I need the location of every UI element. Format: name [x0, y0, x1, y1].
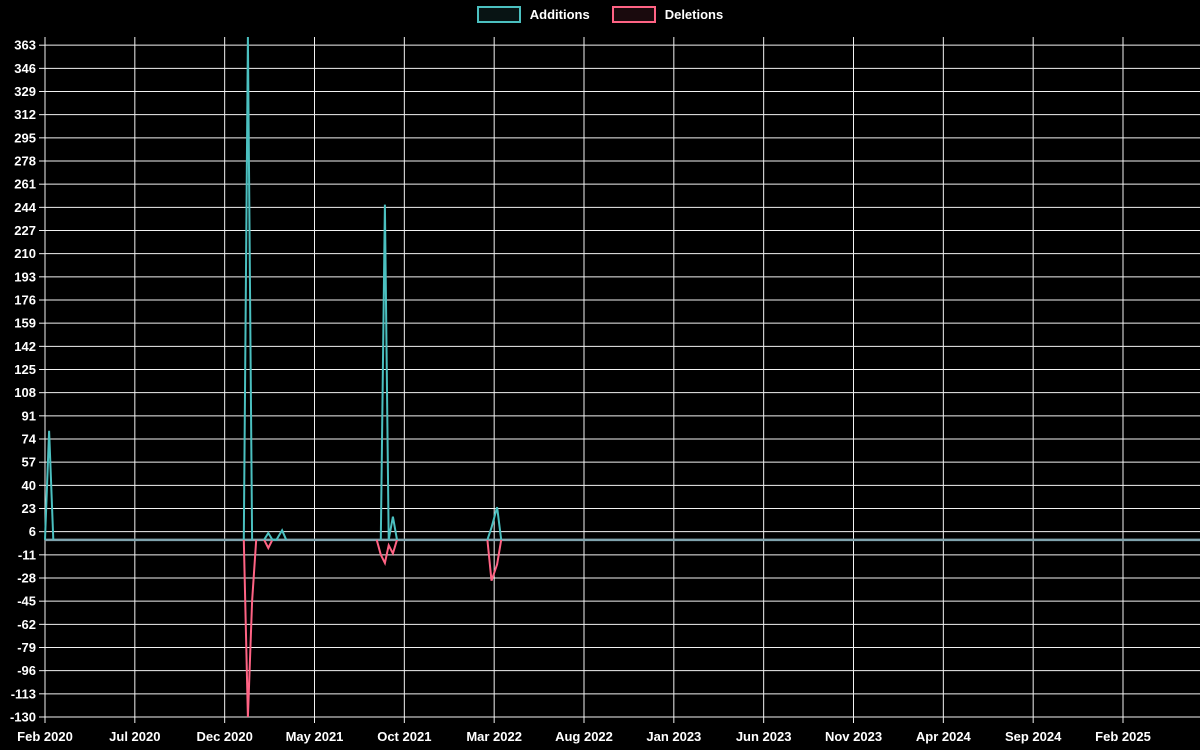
- legend-item-deletions[interactable]: Deletions: [611, 6, 724, 23]
- y-tick-label: 329: [14, 84, 36, 99]
- y-tick-label: 125: [14, 362, 36, 377]
- additions-line: [263, 528, 288, 541]
- y-tick-label: -130: [10, 710, 36, 725]
- y-tick-label: -28: [17, 571, 36, 586]
- y-tick-label: 193: [14, 269, 36, 284]
- additions-line: [44, 430, 55, 540]
- x-tick-label: Aug 2022: [555, 729, 613, 744]
- additions-line: [379, 204, 398, 540]
- x-tick-label: Jun 2023: [736, 729, 792, 744]
- x-tick-label: Jan 2023: [646, 729, 701, 744]
- y-tick-label: -45: [17, 594, 36, 609]
- y-tick-label: 142: [14, 339, 36, 354]
- y-tick-label: 23: [22, 501, 36, 516]
- y-tick-label: 57: [22, 455, 36, 470]
- legend-label-additions: Additions: [529, 7, 590, 22]
- x-tick-label: Apr 2024: [916, 729, 972, 744]
- y-tick-label: 210: [14, 246, 36, 261]
- y-tick-label: -11: [18, 547, 36, 562]
- y-tick-label: 227: [14, 223, 36, 238]
- x-tick-label: Feb 2020: [17, 729, 73, 744]
- legend-box-deletions-icon: [611, 6, 656, 23]
- legend-label-deletions: Deletions: [664, 7, 724, 22]
- y-tick-label: -96: [17, 663, 36, 678]
- y-tick-label: 108: [14, 385, 36, 400]
- x-tick-label: Sep 2024: [1005, 729, 1062, 744]
- y-tick-label: -62: [17, 617, 36, 632]
- y-tick-label: 244: [14, 200, 36, 215]
- y-tick-label: 312: [14, 107, 36, 122]
- chart-legend: Additions Deletions: [0, 6, 1200, 23]
- legend-box-additions-icon: [476, 6, 521, 23]
- y-tick-label: 40: [22, 478, 36, 493]
- y-tick-label: 278: [14, 154, 36, 169]
- x-tick-label: Dec 2020: [196, 729, 252, 744]
- legend-item-additions[interactable]: Additions: [476, 6, 590, 23]
- x-tick-label: Nov 2023: [825, 729, 882, 744]
- deletions-line: [242, 539, 258, 718]
- deletions-line: [375, 539, 398, 566]
- x-tick-label: Oct 2021: [377, 729, 431, 744]
- y-tick-label: 74: [22, 432, 37, 447]
- deletions-line: [486, 539, 503, 582]
- y-tick-label: -113: [11, 686, 36, 701]
- x-tick-label: Mar 2022: [466, 729, 522, 744]
- y-tick-label: 261: [14, 177, 36, 192]
- x-tick-label: Feb 2025: [1095, 729, 1151, 744]
- y-tick-label: -79: [17, 640, 36, 655]
- y-tick-label: 159: [14, 316, 36, 331]
- deletions-line: [263, 539, 274, 551]
- y-tick-label: 6: [29, 524, 36, 539]
- additions-line: [242, 36, 254, 540]
- x-tick-label: May 2021: [286, 729, 344, 744]
- y-tick-label: 346: [14, 61, 36, 76]
- y-tick-label: 295: [14, 130, 36, 145]
- additions-line: [486, 506, 503, 541]
- y-tick-label: 363: [14, 38, 36, 53]
- x-tick-label: Jul 2020: [109, 729, 160, 744]
- y-tick-label: 91: [22, 408, 36, 423]
- y-tick-label: 176: [14, 293, 36, 308]
